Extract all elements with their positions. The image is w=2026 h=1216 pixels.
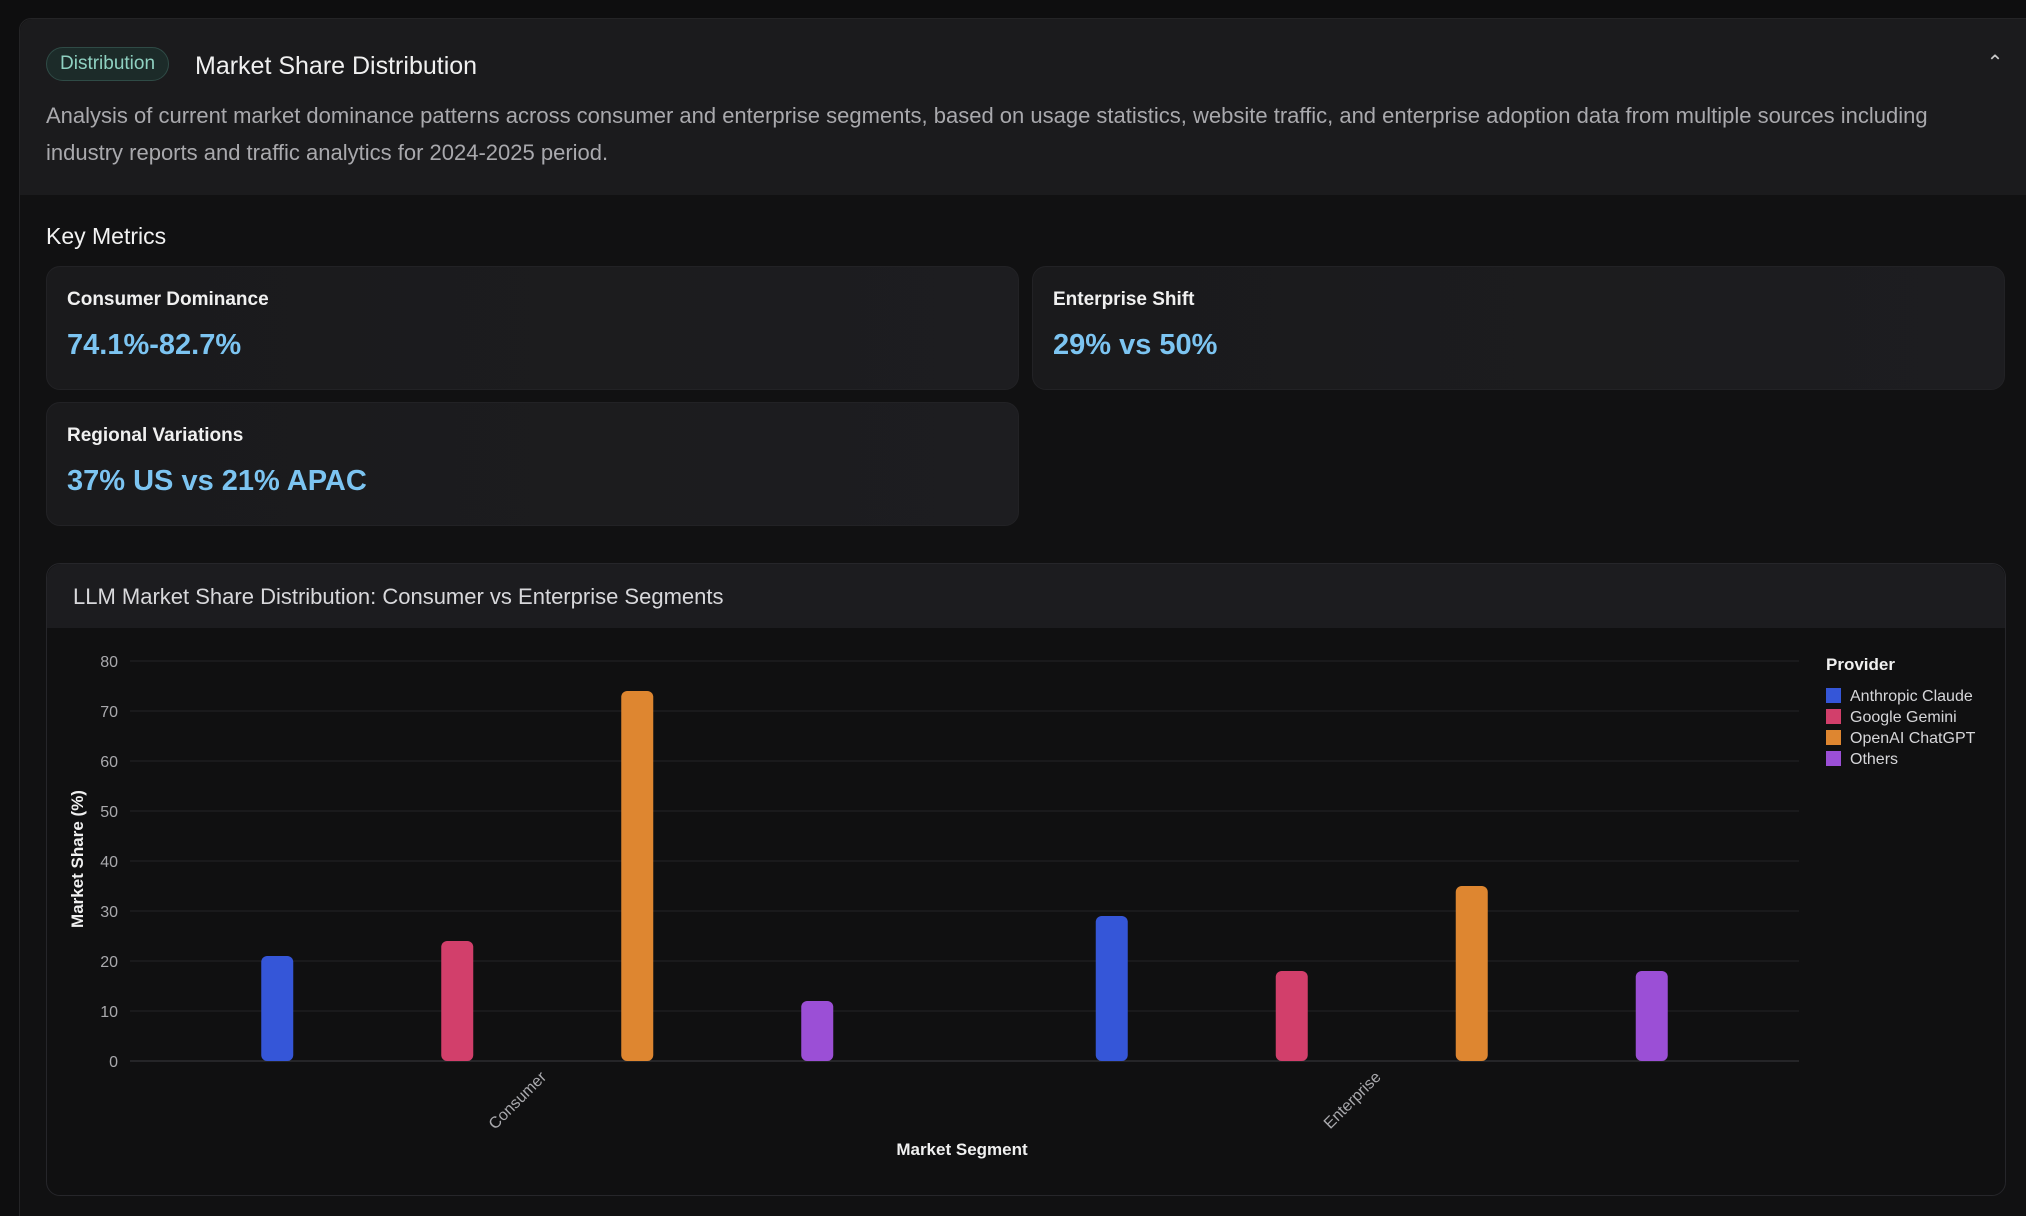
legend-item-label[interactable]: OpenAI ChatGPT <box>1850 730 1976 747</box>
bar-anthropic-claude[interactable] <box>261 956 294 1061</box>
bar-google-gemini[interactable] <box>1275 971 1308 1061</box>
y-tick-label: 0 <box>109 1054 118 1071</box>
legend-swatch <box>1826 751 1841 766</box>
legend-title: Provider <box>1826 655 1895 674</box>
section-title: Market Share Distribution <box>195 52 478 80</box>
chevron-up-icon[interactable]: ⌃ <box>1986 52 2004 74</box>
category-badge: Distribution <box>46 47 170 81</box>
chart-card: LLM Market Share Distribution: Consumer … <box>46 563 2006 1196</box>
metric-value: 29% vs 50% <box>1053 329 1218 361</box>
y-tick-label: 30 <box>100 904 118 921</box>
bar-others[interactable] <box>1635 971 1668 1061</box>
y-tick-label: 80 <box>100 654 118 671</box>
x-axis-label: Market Segment <box>896 1140 1028 1159</box>
metric-card-regional-variations: Regional Variations 37% US vs 21% APAC <box>46 402 1019 526</box>
chart-title: LLM Market Share Distribution: Consumer … <box>73 584 724 609</box>
metric-card-consumer-dominance: Consumer Dominance 74.1%-82.7% <box>46 266 1019 390</box>
metric-value: 37% US vs 21% APAC <box>67 465 367 497</box>
section-description: Analysis of current market dominance pat… <box>46 103 1928 165</box>
legend-swatch <box>1826 709 1841 724</box>
y-tick-label: 60 <box>100 754 118 771</box>
y-tick-label: 40 <box>100 854 118 871</box>
bar-google-gemini[interactable] <box>441 941 474 1061</box>
y-tick-label: 10 <box>100 1004 118 1021</box>
bar-anthropic-claude[interactable] <box>1095 916 1128 1061</box>
legend-item-label[interactable]: Others <box>1850 751 1898 768</box>
y-tick-label: 20 <box>100 954 118 971</box>
legend-item-label[interactable]: Google Gemini <box>1850 709 1957 726</box>
metric-label: Enterprise Shift <box>1053 289 1195 310</box>
y-tick-label: 70 <box>100 704 118 721</box>
x-tick-label: Enterprise <box>1321 1069 1385 1133</box>
bar-chart: 0 10 20 30 40 50 60 70 80 Consumer Enterprise Mark… <box>68 654 1976 1159</box>
legend-swatch <box>1826 730 1841 745</box>
y-axis-label: Market Share (%) <box>68 790 87 928</box>
legend-item-label[interactable]: Anthropic Claude <box>1850 688 1973 705</box>
section-header[interactable]: Distribution Market Share Distribution ⌃… <box>20 19 2026 195</box>
chart-header: LLM Market Share Distribution: Consumer … <box>47 564 2005 628</box>
metric-value: 74.1%-82.7% <box>67 329 242 361</box>
metric-label: Regional Variations <box>67 425 244 446</box>
bar-openai-chatgpt[interactable] <box>621 691 654 1061</box>
metric-card-enterprise-shift: Enterprise Shift 29% vs 50% <box>1032 266 2005 390</box>
legend-swatch <box>1826 688 1841 703</box>
metric-label: Consumer Dominance <box>67 289 269 310</box>
market-share-panel: Distribution Market Share Distribution ⌃… <box>19 18 2026 1216</box>
y-tick-label: 50 <box>100 804 118 821</box>
bar-openai-chatgpt[interactable] <box>1455 886 1488 1061</box>
key-metrics-heading: Key Metrics <box>46 223 167 249</box>
x-tick-label: Consumer <box>486 1068 551 1133</box>
bar-others[interactable] <box>801 1001 834 1061</box>
